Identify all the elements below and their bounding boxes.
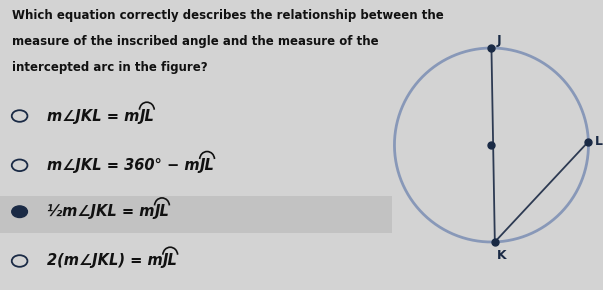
Text: intercepted arc in the figure?: intercepted arc in the figure? xyxy=(12,61,207,74)
Circle shape xyxy=(12,206,28,218)
Text: 2(m∠JKL) = m: 2(m∠JKL) = m xyxy=(47,253,163,269)
Text: JL: JL xyxy=(163,253,178,269)
Text: JL: JL xyxy=(200,158,215,173)
Text: JL: JL xyxy=(154,204,169,219)
Text: ½m∠JKL = m: ½m∠JKL = m xyxy=(47,204,154,219)
Text: m∠JKL = 360° − m: m∠JKL = 360° − m xyxy=(47,158,200,173)
Text: J: J xyxy=(496,34,501,47)
Text: Which equation correctly describes the relationship between the: Which equation correctly describes the r… xyxy=(12,9,444,22)
Text: measure of the inscribed angle and the measure of the: measure of the inscribed angle and the m… xyxy=(12,35,379,48)
FancyBboxPatch shape xyxy=(0,196,392,233)
Text: L: L xyxy=(595,135,603,148)
Text: JL: JL xyxy=(139,108,154,124)
Text: K: K xyxy=(497,249,507,262)
Text: m∠JKL = m: m∠JKL = m xyxy=(47,108,139,124)
